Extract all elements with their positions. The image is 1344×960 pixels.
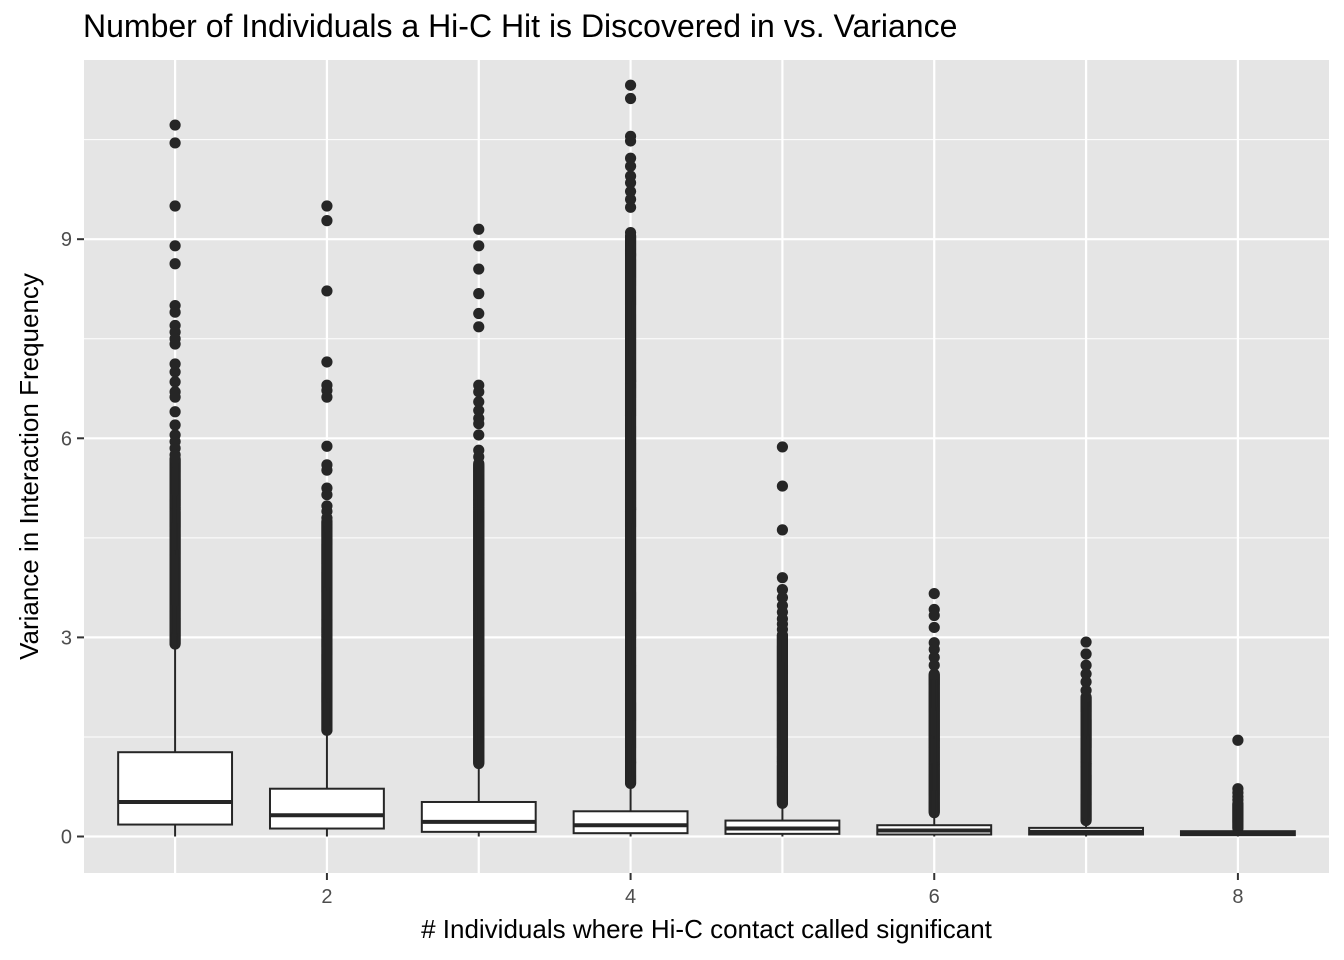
x-tick-label: 6 (929, 886, 940, 908)
box-7 (1028, 636, 1145, 837)
box-iqr (117, 751, 234, 826)
outlier-point (1232, 794, 1244, 806)
outlier-point (928, 659, 940, 671)
outlier-point (473, 418, 485, 430)
box-6 (876, 587, 993, 837)
outlier-point (776, 480, 789, 492)
outlier-point (473, 240, 485, 252)
outlier-point (321, 489, 333, 501)
outlier-point (624, 185, 637, 198)
outlier-point (1080, 659, 1092, 671)
outlier-point (1080, 668, 1092, 680)
outlier-point (776, 584, 789, 596)
outlier-point (321, 215, 333, 227)
outlier-point (473, 223, 485, 235)
outlier-point (169, 358, 181, 370)
outlier-point (1232, 734, 1244, 746)
box-4 (572, 79, 689, 837)
outlier-point (624, 135, 637, 147)
outlier-point (928, 609, 940, 622)
outlier-point (776, 524, 789, 536)
outlier-point (169, 240, 181, 252)
x-tick-label: 8 (1232, 886, 1243, 908)
outlier-point (776, 572, 789, 584)
box-3 (420, 223, 537, 837)
outlier-point (321, 512, 333, 524)
outlier-point (624, 160, 637, 172)
outlier-point (624, 226, 637, 239)
outlier-point (473, 321, 485, 333)
outlier-point (169, 376, 181, 388)
outlier-point (169, 258, 181, 270)
x-axis-ticks: 2 4 6 8 (321, 873, 1243, 908)
outlier-point (624, 201, 637, 213)
outlier-point (169, 366, 181, 378)
box-iqr (268, 787, 385, 830)
outlier-point (321, 285, 333, 297)
chart-title: Number of Individuals a Hi-C Hit is Disc… (83, 8, 958, 44)
x-tick-label: 4 (625, 886, 636, 908)
outlier-point (928, 587, 940, 600)
y-axis-title: Variance in Interaction Frequency (14, 273, 44, 660)
outlier-point (169, 449, 181, 461)
outlier-point (624, 79, 637, 91)
outlier-point (624, 152, 637, 164)
outlier-point (321, 464, 333, 476)
outlier-point (169, 200, 181, 212)
plot-panel (84, 60, 1329, 873)
x-tick-label: 2 (321, 886, 332, 908)
y-axis-ticks: 0 3 6 9 (61, 229, 84, 848)
box-8 (1179, 734, 1296, 837)
outlier-point (1080, 676, 1092, 688)
outlier-point (473, 288, 485, 300)
outlier-point (928, 643, 940, 655)
box-2 (268, 200, 385, 837)
box-series (117, 79, 1296, 837)
y-tick-label: 6 (61, 428, 72, 450)
y-tick-label: 9 (61, 229, 72, 251)
outlier-point (321, 200, 333, 212)
outlier-point (169, 338, 181, 350)
outlier-point (928, 621, 940, 634)
outlier-point (169, 137, 181, 149)
minor-gridlines (84, 139, 1329, 738)
outlier-point (473, 307, 485, 320)
outlier-point (321, 356, 333, 368)
outlier-point (473, 386, 485, 398)
box-iqr (572, 810, 689, 835)
outlier-point (473, 457, 485, 470)
outlier-point (776, 591, 789, 604)
outlier-point (1080, 636, 1092, 648)
outlier-point (473, 429, 485, 441)
box-1 (117, 119, 234, 837)
outlier-point (1080, 684, 1092, 697)
outlier-point (1080, 648, 1092, 660)
outlier-point (169, 306, 181, 318)
y-tick-label: 3 (61, 627, 72, 649)
outlier-point (776, 623, 789, 636)
outlier-point (473, 404, 485, 417)
outlier-point (928, 668, 940, 680)
outlier-point (321, 391, 333, 403)
outlier-point (624, 177, 637, 189)
x-axis-title: # Individuals where Hi-C contact called … (421, 914, 993, 944)
outlier-point (776, 441, 789, 453)
box-5 (724, 441, 841, 837)
outlier-point (624, 193, 637, 205)
outlier-point (169, 119, 181, 131)
outlier-point (169, 391, 181, 403)
outlier-point (473, 396, 485, 408)
box-iqr (420, 800, 537, 833)
outlier-point (321, 440, 333, 452)
outlier-point (169, 419, 181, 431)
outlier-point (473, 263, 485, 275)
outlier-point (169, 406, 181, 418)
outlier-point (928, 651, 940, 663)
y-tick-label: 0 (61, 826, 72, 848)
outlier-point (624, 92, 637, 105)
